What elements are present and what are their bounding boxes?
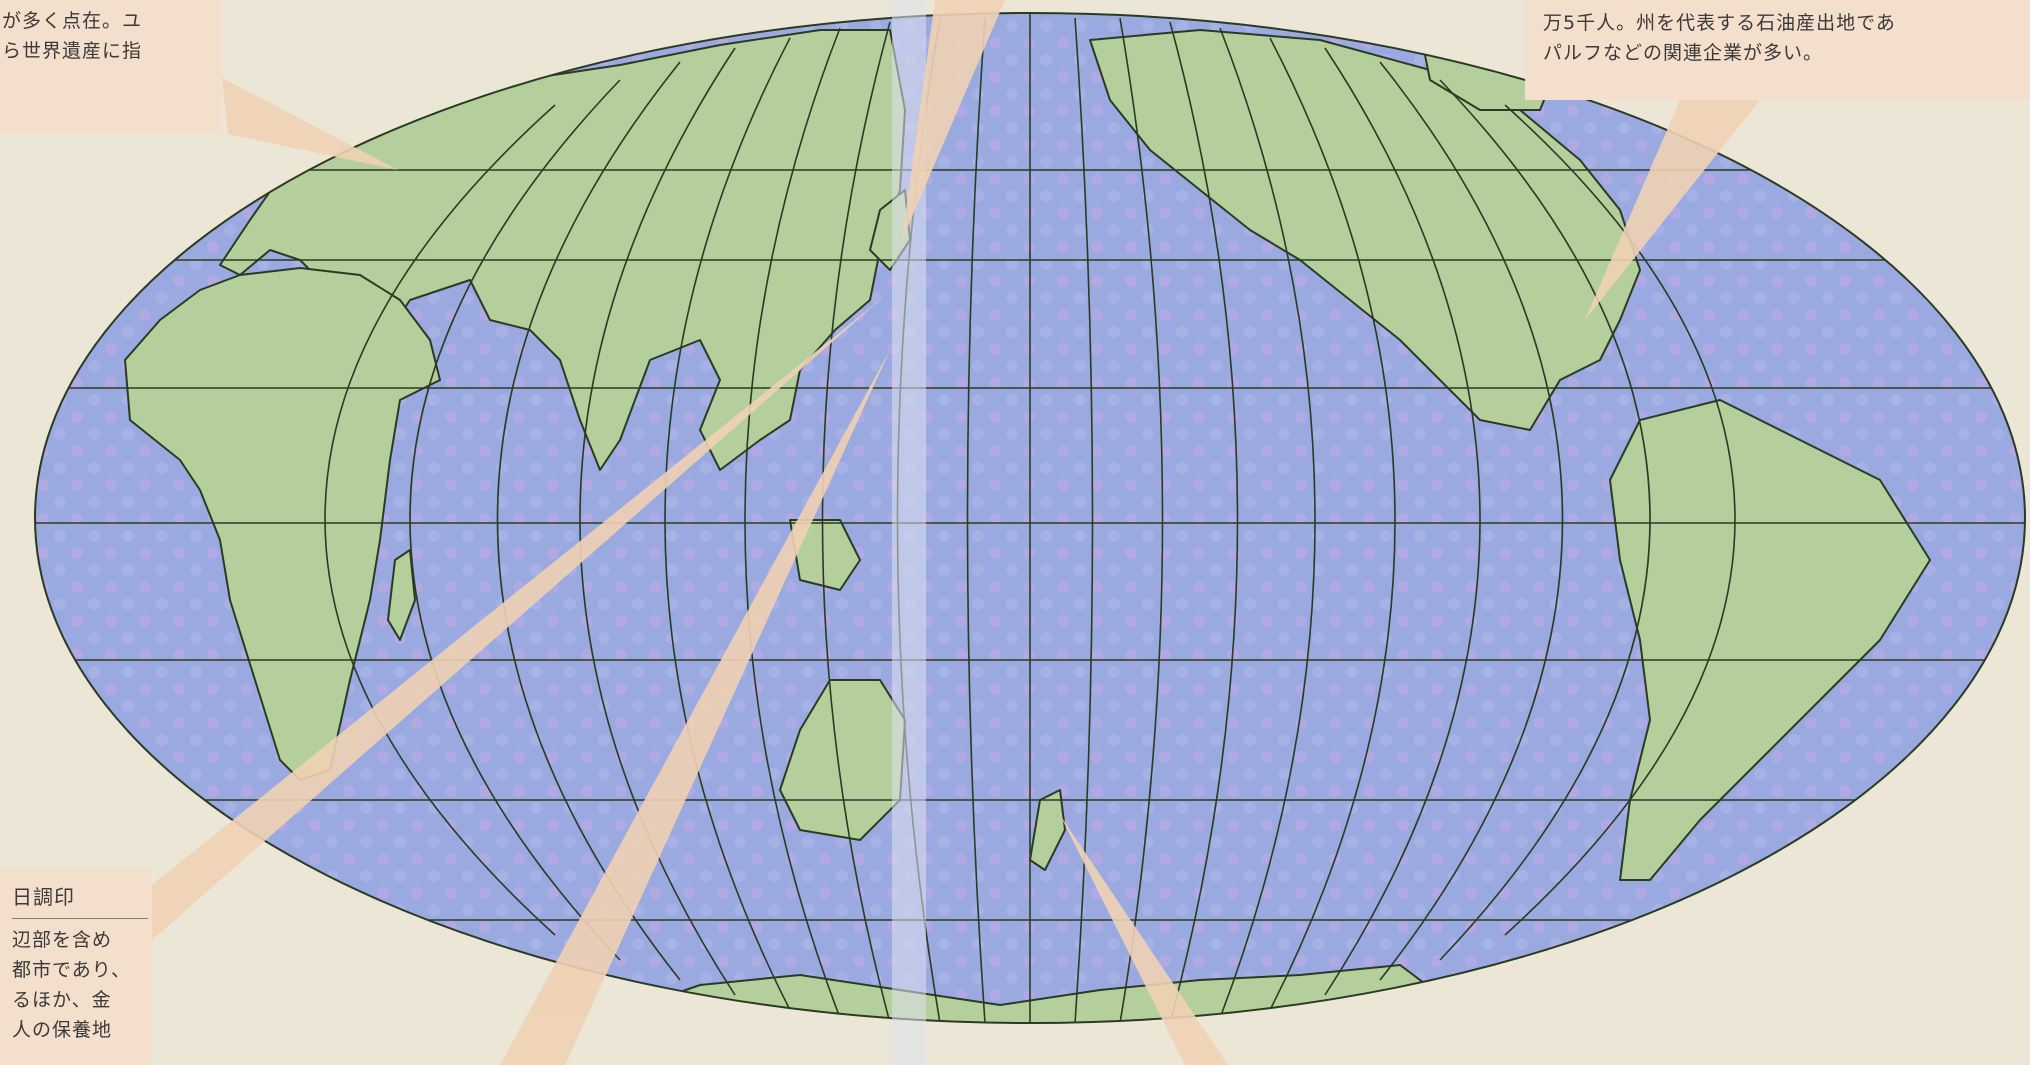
land-southeast-asia-islands: [789, 519, 861, 591]
callout-line: が多く点在。ユ: [2, 10, 143, 32]
callout-rays: [152, 0, 1760, 1065]
land-south-america: [1609, 399, 1931, 881]
callout-line: るほか、金: [12, 989, 112, 1011]
callout-top-left: が多く点在。ユ ら世界遺産に指: [0, 0, 222, 134]
callout-line: パルフなどの関連企業が多い。: [1543, 42, 1824, 64]
callout-line: ら世界遺産に指: [2, 40, 143, 62]
callout-line: 万5千人。州を代表する石油産出地であ: [1543, 12, 1896, 34]
callout-bottom-left: 日調印 辺部を含め 都市であり、 るほか、金 人の保養地: [0, 868, 152, 1065]
callout-top-right: 万5千人。州を代表する石油産出地であ パルフなどの関連企業が多い。: [1525, 0, 2030, 100]
callout-line: 人の保養地: [12, 1019, 113, 1041]
callout-line: 都市であり、: [12, 959, 132, 981]
land-new-zealand: [1029, 789, 1066, 871]
land-madagascar: [387, 549, 416, 641]
map-border: [34, 12, 2026, 1024]
callout-line: 辺部を含め: [12, 929, 113, 951]
callout-heading: 日調印: [12, 882, 148, 919]
